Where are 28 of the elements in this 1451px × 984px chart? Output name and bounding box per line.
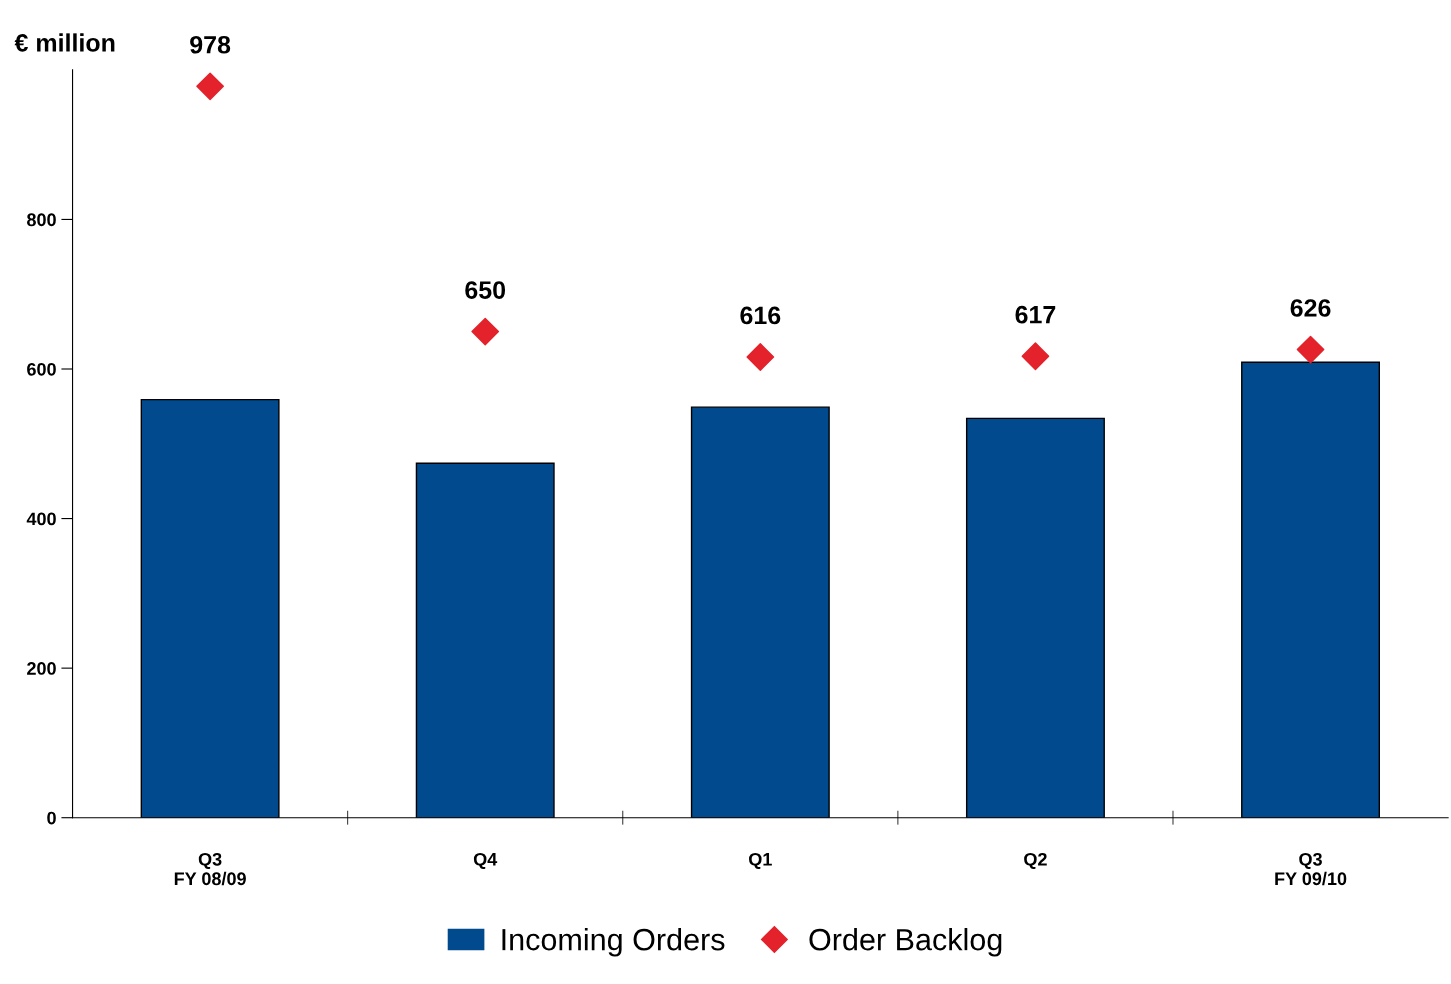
bar bbox=[140, 398, 280, 818]
point bbox=[746, 343, 775, 371]
y-axis-title: € million bbox=[14, 33, 115, 52]
x-tick-label: Q3 FY 09/10 bbox=[1275, 852, 1347, 886]
point bbox=[471, 317, 500, 346]
x-tick-label: Q4 bbox=[473, 852, 498, 870]
point bbox=[196, 72, 224, 101]
x-tick-label: Q3 FY 08/09 bbox=[174, 852, 246, 886]
y-tick-label: 800 bbox=[27, 213, 56, 227]
bar bbox=[415, 462, 555, 818]
x-tick-label: Q1 bbox=[749, 852, 772, 870]
data-label: 626 bbox=[1290, 299, 1331, 317]
y-tick-label: 400 bbox=[26, 512, 56, 526]
data-label: 650 bbox=[465, 281, 506, 299]
y-tick-label: 600 bbox=[27, 362, 56, 376]
x-tick-label: Q2 bbox=[1024, 852, 1047, 870]
legend-label: Order Backlog bbox=[809, 928, 1002, 957]
bar bbox=[1241, 361, 1381, 818]
point bbox=[1296, 335, 1325, 364]
y-tick-label: 200 bbox=[27, 662, 56, 675]
data-label: 617 bbox=[1015, 305, 1056, 324]
y-tick-label: 0 bbox=[47, 811, 56, 825]
legend-label: Incoming Orders bbox=[502, 928, 725, 957]
bar bbox=[690, 406, 830, 818]
bar bbox=[965, 417, 1105, 818]
data-label: 616 bbox=[740, 306, 781, 325]
point bbox=[1021, 342, 1050, 371]
data-label: 978 bbox=[190, 35, 231, 54]
